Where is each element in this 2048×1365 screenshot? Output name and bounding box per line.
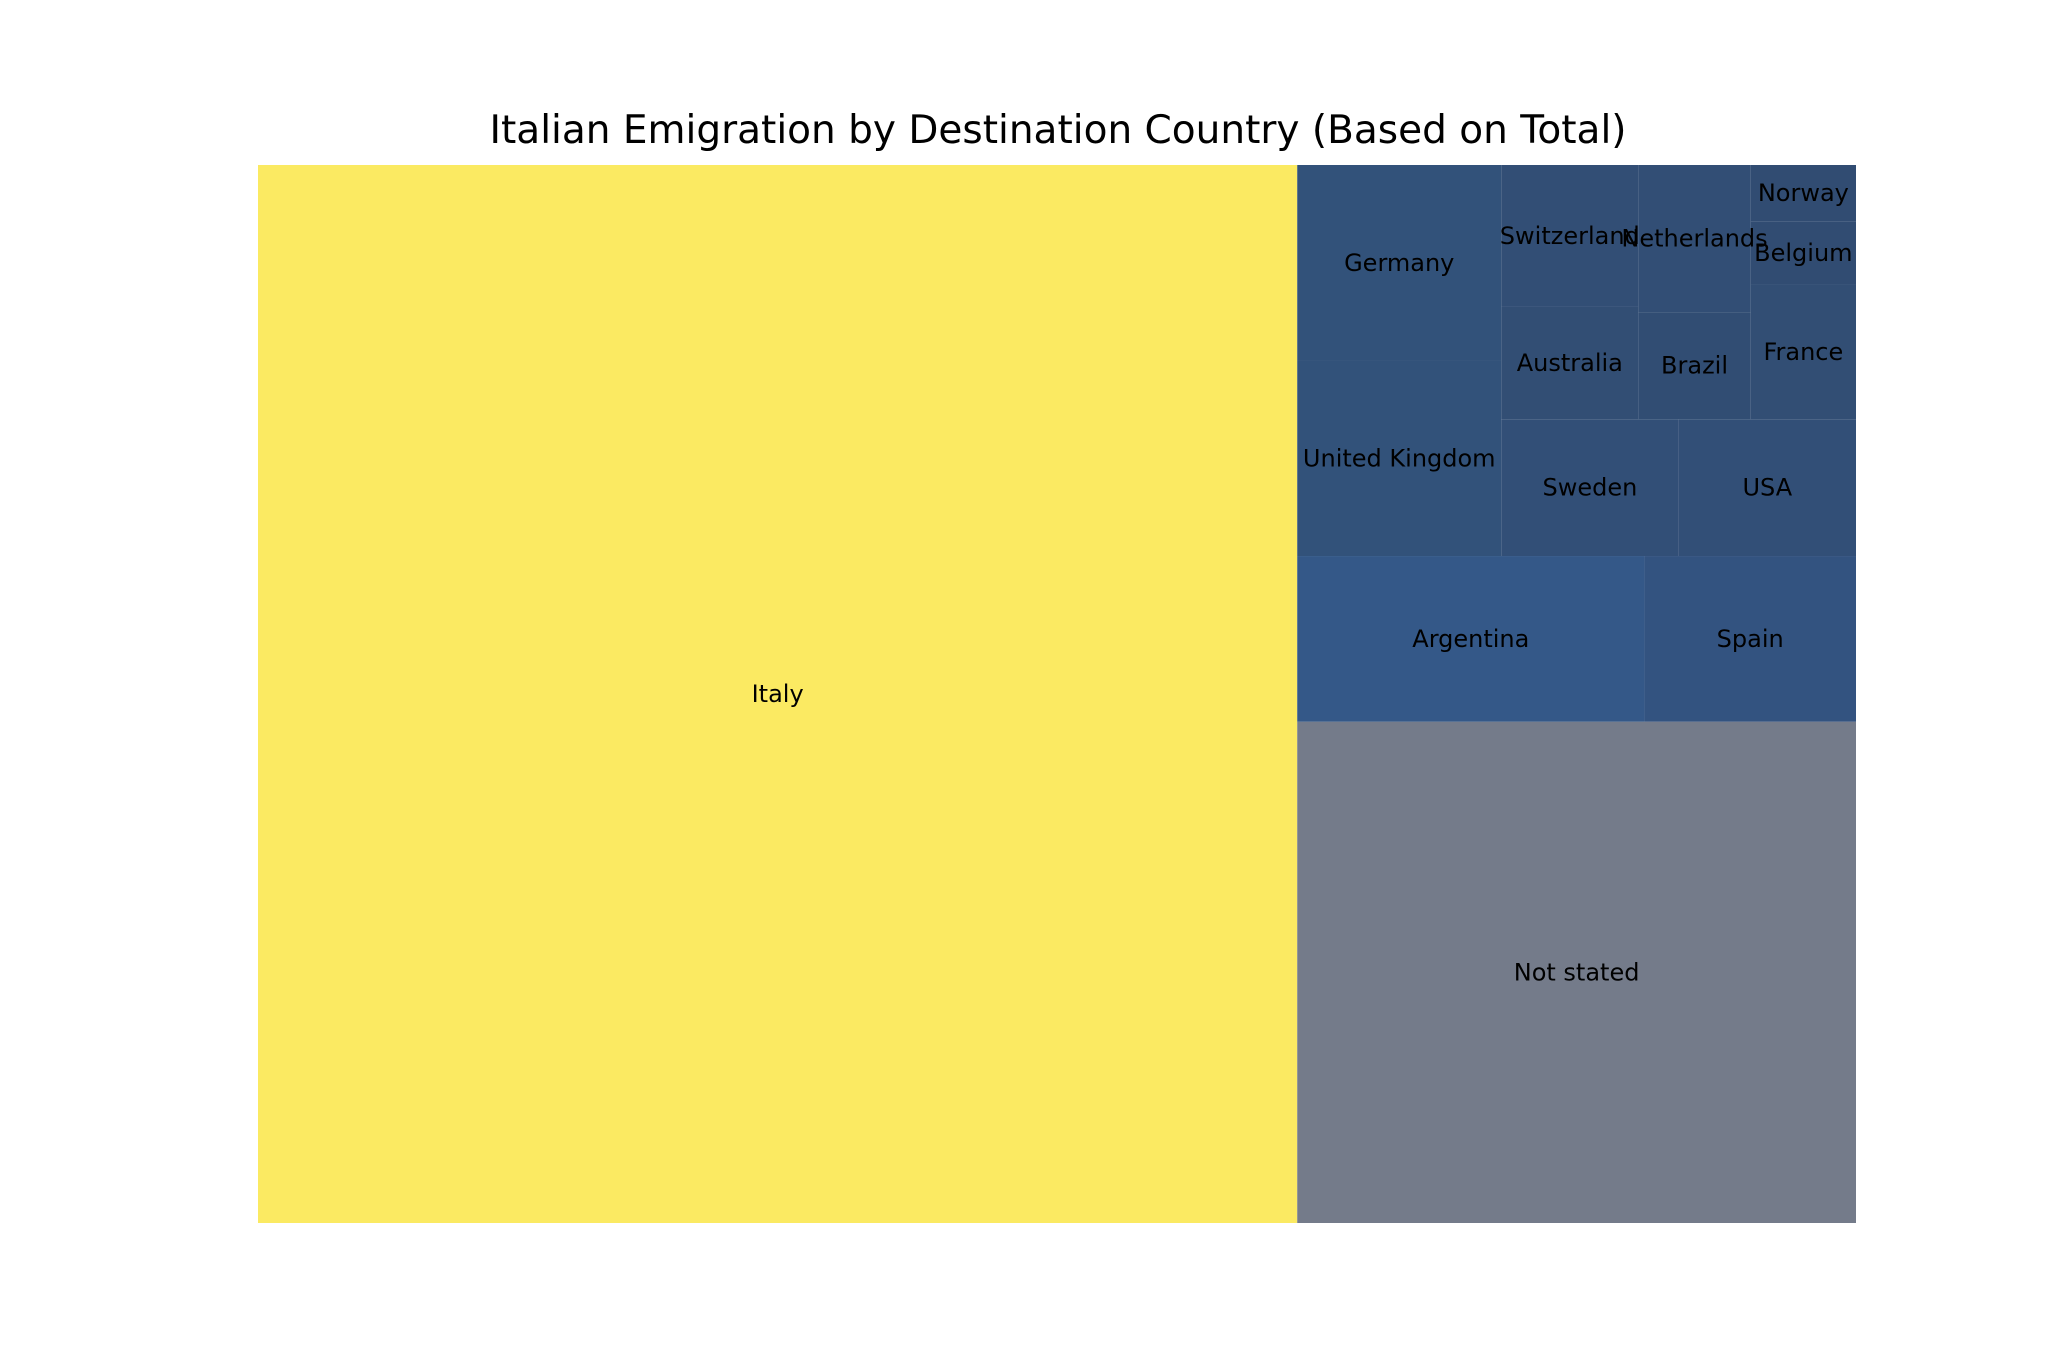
treemap-label-italy: Italy xyxy=(752,680,804,708)
treemap-label-usa: USA xyxy=(1742,474,1792,502)
treemap-tile-australia xyxy=(1501,306,1639,420)
treemap-tile-brazil xyxy=(1638,312,1751,420)
treemap-label-united-kingdom: United Kingdom xyxy=(1303,444,1496,472)
treemap-label-sweden: Sweden xyxy=(1543,474,1638,502)
treemap-label-netherlands: Netherlands xyxy=(1621,225,1767,253)
treemap-label-belgium: Belgium xyxy=(1754,239,1852,267)
treemap-label-not-stated: Not stated xyxy=(1514,958,1640,986)
treemap-label-switzerland: Switzerland xyxy=(1500,222,1640,250)
treemap-tile-germany xyxy=(1297,165,1502,361)
treemap-label-brazil: Brazil xyxy=(1661,352,1728,380)
treemap-label-australia: Australia xyxy=(1517,349,1623,377)
treemap-tile-united-kingdom xyxy=(1297,360,1502,557)
treemap-tile-spain xyxy=(1644,556,1856,722)
treemap-label-spain: Spain xyxy=(1717,625,1784,653)
treemap-tile-belgium xyxy=(1750,221,1856,285)
treemap-tile-netherlands xyxy=(1638,165,1751,313)
chart-title: Italian Emigration by Destination Countr… xyxy=(489,108,1627,153)
treemap-tile-sweden xyxy=(1501,419,1679,557)
treemap-tile-usa xyxy=(1678,419,1856,557)
treemap-label-argentina: Argentina xyxy=(1412,625,1529,653)
treemap-tile-france xyxy=(1750,284,1856,420)
treemap-tile-italy xyxy=(258,165,1298,1223)
treemap-tile-switzerland xyxy=(1501,165,1639,307)
treemap-tile-not-stated xyxy=(1297,721,1856,1223)
treemap-label-germany: Germany xyxy=(1344,249,1454,277)
treemap-label-france: France xyxy=(1763,338,1843,366)
treemap-label-norway: Norway xyxy=(1758,179,1849,207)
treemap-tile-norway xyxy=(1750,165,1856,222)
treemap-tile-argentina xyxy=(1297,556,1645,722)
